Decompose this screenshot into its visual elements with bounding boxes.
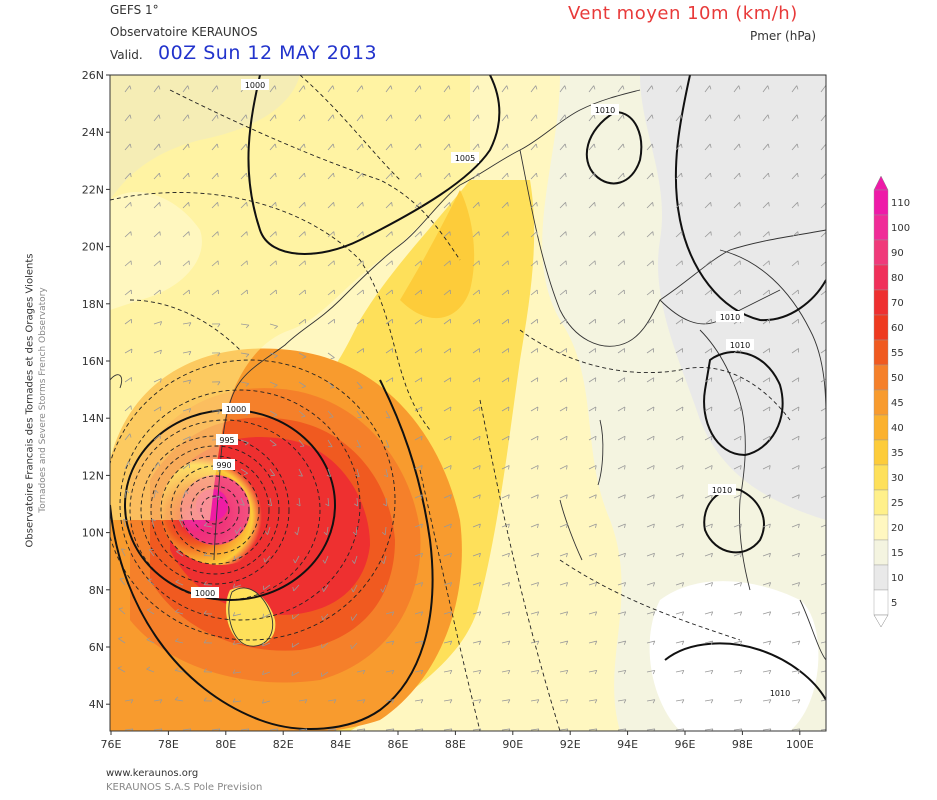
legend-swatch — [873, 289, 889, 316]
legend-label: 25 — [891, 498, 904, 509]
lat-tick-label: 4N — [89, 698, 104, 711]
isobar-label: 990 — [216, 461, 231, 470]
latitude-axis: 26N 24N 22N 20N 18N 16N 14N 12N 10N 8N 6N 4N — [82, 69, 110, 711]
footer-url[interactable]: www.keraunos.org — [106, 768, 199, 779]
isobar-label: 995 — [219, 436, 234, 445]
legend-swatch — [873, 389, 889, 416]
lat-tick-label: 10N — [82, 527, 104, 540]
legend-swatch — [873, 564, 889, 591]
lat-tick-label: 6N — [89, 641, 104, 654]
legend-label: 5 — [891, 598, 897, 609]
field-subtitle: Pmer (hPa) — [750, 29, 817, 43]
legend-label: 15 — [891, 548, 904, 559]
lat-tick-label: 16N — [82, 355, 104, 368]
isobar-label: 1010 — [595, 106, 615, 115]
isobar-label: 1010 — [770, 689, 790, 698]
lon-tick-label: 92E — [560, 738, 581, 751]
legend-swatch — [873, 189, 889, 216]
legend-label: 45 — [891, 398, 904, 409]
lon-tick-label: 90E — [502, 738, 523, 751]
observatory-name: Observatoire KERAUNOS — [110, 25, 258, 39]
valid-label: Valid. — [110, 48, 143, 62]
legend-label: 100 — [891, 223, 910, 234]
lat-tick-label: 24N — [82, 126, 104, 139]
legend-label: 70 — [891, 298, 904, 309]
legend-label: 90 — [891, 248, 904, 259]
legend-swatch — [873, 489, 889, 516]
legend-swatch — [873, 464, 889, 491]
footer-credit: KERAUNOS S.A.S Pole Prevision — [106, 782, 263, 793]
legend-label: 20 — [891, 523, 904, 534]
map-frame — [109, 74, 827, 732]
legend-swatch — [873, 214, 889, 241]
model-name: GEFS 1° — [110, 3, 159, 17]
isobar-label: 1010 — [712, 486, 732, 495]
isobar-label: 1000 — [226, 405, 246, 414]
field-title: Vent moyen 10m (km/h) — [568, 3, 798, 24]
lat-tick-label: 22N — [82, 183, 104, 196]
legend-swatch — [873, 339, 889, 366]
lat-tick-label: 8N — [89, 584, 104, 597]
isobar-labels: 1000 1010 1005 1010 1010 1010 1000 995 990 1000 10… — [191, 79, 794, 698]
valid-date: 00Z Sun 12 MAY 2013 — [158, 42, 378, 64]
legend-label: 110 — [891, 198, 910, 209]
wind-barbs — [117, 85, 826, 731]
isobar-label: 1010 — [720, 313, 740, 322]
coastlines — [110, 89, 826, 661]
legend-label: 40 — [891, 423, 904, 434]
legend-label: 10 — [891, 573, 904, 584]
lat-tick-label: 20N — [82, 241, 104, 254]
lon-tick-label: 88E — [445, 738, 466, 751]
lat-tick-label: 14N — [82, 412, 104, 425]
isobar-label: 1010 — [730, 341, 750, 350]
legend-swatch — [873, 414, 889, 441]
lon-tick-label: 100E — [786, 738, 814, 751]
lat-tick-label: 12N — [82, 469, 104, 482]
legend-label: 35 — [891, 448, 904, 459]
legend-label: 50 — [891, 373, 904, 384]
legend-swatch — [873, 314, 889, 341]
legend-swatch — [873, 364, 889, 391]
lon-tick-label: 84E — [330, 738, 351, 751]
legend-swatch — [873, 239, 889, 266]
lon-tick-label: 76E — [101, 738, 122, 751]
legend-swatch — [873, 514, 889, 541]
lat-tick-label: 18N — [82, 298, 104, 311]
legend-swatch — [873, 589, 889, 616]
lon-tick-label: 86E — [388, 738, 409, 751]
lon-tick-label: 82E — [273, 738, 294, 751]
isobar-label: 1000 — [245, 81, 265, 90]
lat-tick-label: 26N — [82, 69, 104, 82]
lon-tick-label: 98E — [732, 738, 753, 751]
legend-swatch — [873, 439, 889, 466]
lon-tick-label: 96E — [675, 738, 696, 751]
legend-label: 80 — [891, 273, 904, 284]
wind-field — [110, 75, 826, 731]
legend-label: 60 — [891, 323, 904, 334]
lon-tick-label: 78E — [158, 738, 179, 751]
isobar-label: 1000 — [195, 589, 215, 598]
legend-label: 55 — [891, 348, 904, 359]
legend-swatch — [873, 539, 889, 566]
wind-speed-legend: 110 100 90 80 70 60 55 50 45 40 35 30 25 20 15 10 5 — [873, 175, 910, 628]
lon-tick-label: 94E — [617, 738, 638, 751]
isobar-label: 1005 — [455, 154, 475, 163]
lon-tick-label: 80E — [215, 738, 236, 751]
longitude-axis: 76E 78E 80E 82E 84E 86E 88E 90E 92E 94E 96E 98E 100E — [101, 731, 814, 751]
legend-swatch — [873, 264, 889, 291]
legend-label: 30 — [891, 473, 904, 484]
